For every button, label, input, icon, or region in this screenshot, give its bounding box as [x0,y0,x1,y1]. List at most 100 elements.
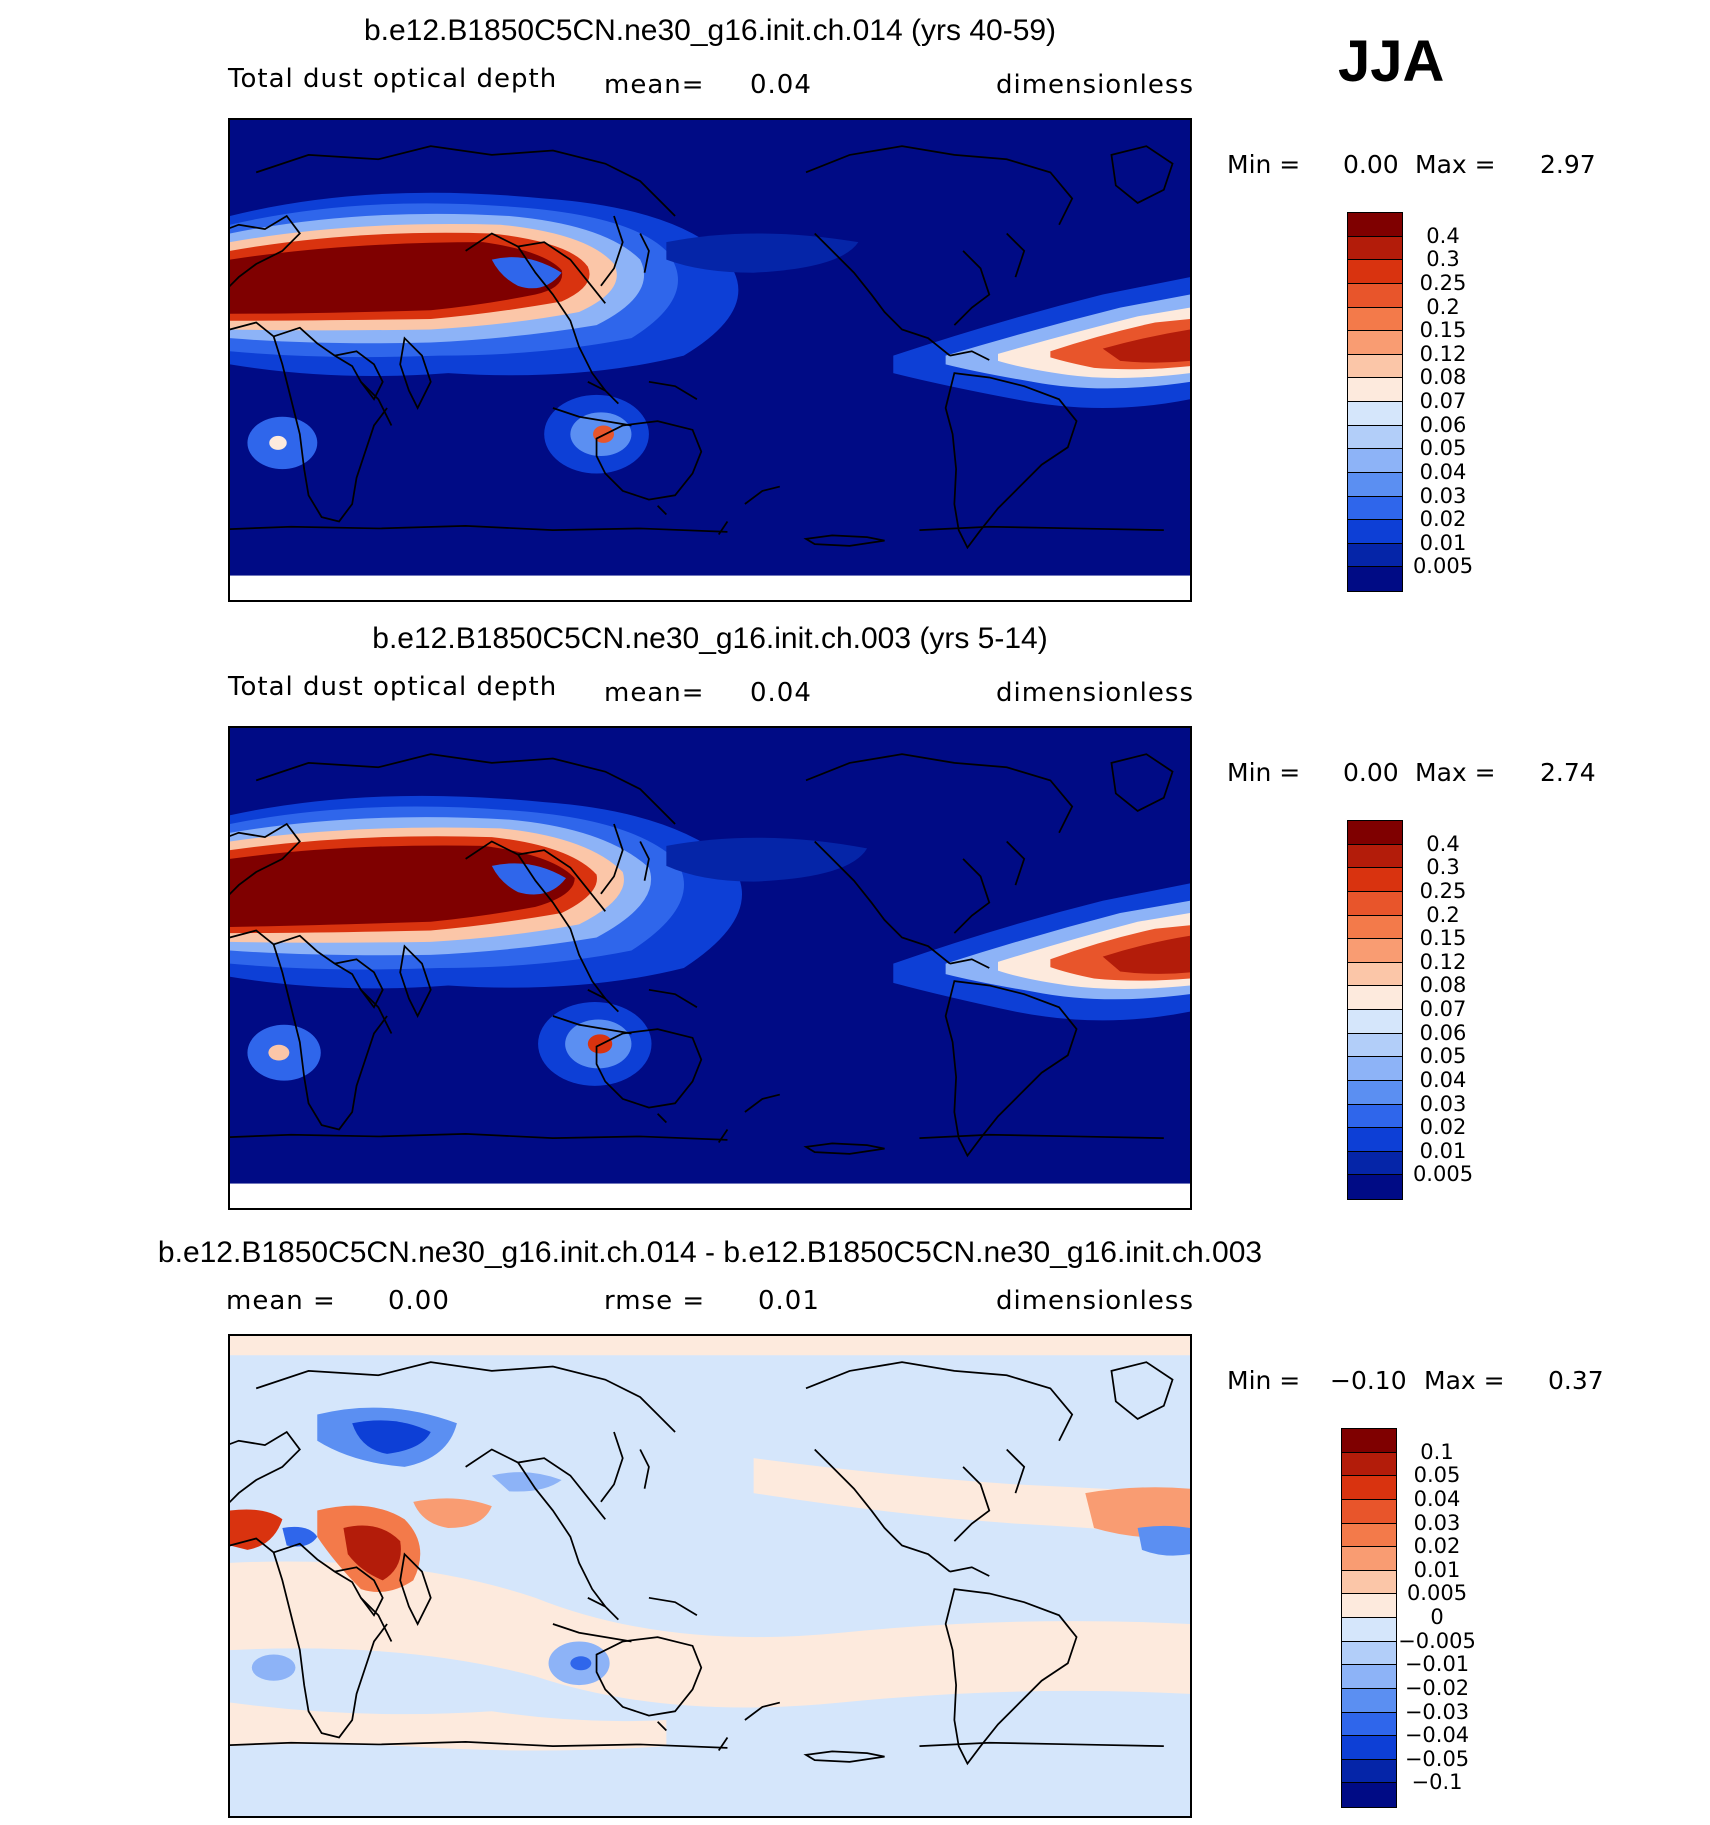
panel2-variable: Total dust optical depth [228,672,558,702]
colorbar-label: 0.07 [1419,389,1467,413]
colorbar-label: 0.1 [1420,1439,1454,1464]
colorbar-label: −0.005 [1398,1628,1476,1653]
colorbar-label: −0.02 [1404,1675,1470,1700]
panel3-min-value: −0.10 [1330,1366,1407,1395]
panel3-title: b.e12.B1850C5CN.ne30_g16.init.ch.014 - b… [157,1236,1263,1269]
colorbar-segment [1348,213,1402,237]
colorbar-segment [1348,1128,1402,1152]
panel1-stat-value: 0.04 [750,70,812,100]
colorbar-segment [1342,1523,1396,1548]
colorbar-segment [1348,915,1402,940]
colorbar-segment [1342,1783,1396,1807]
colorbar-segment [1348,1151,1402,1176]
panel3-min-label: Min = [1227,1366,1301,1395]
colorbar-segment [1348,378,1402,402]
colorbar-segment [1348,962,1402,987]
panel2-title: b.e12.B1850C5CN.ne30_g16.init.ch.003 (yr… [372,622,1048,655]
panel2-map [228,726,1192,1210]
colorbar-label: 0.06 [1419,1020,1467,1045]
colorbar-segment [1348,354,1402,379]
panel3-stat-label: mean = [226,1286,336,1316]
panel1-min-label: Min = [1227,150,1301,179]
colorbar-label: 0.2 [1426,902,1460,927]
panel3-max-label: Max = [1424,1366,1505,1395]
panel2-stat-label: mean= [604,678,705,708]
colorbar-label: 0.3 [1426,855,1460,880]
panel1-max-value: 2.97 [1540,150,1596,179]
colorbar-label: 0.03 [1413,1510,1461,1535]
panel1-max-label: Max = [1415,150,1496,179]
colorbar-segment [1348,543,1402,568]
colorbar-segment [1348,472,1402,497]
colorbar-label: −0.01 [1404,1652,1470,1677]
colorbar-segment [1348,283,1402,308]
colorbar-label: 0.04 [1419,459,1467,484]
colorbar-label: 0.02 [1419,507,1467,532]
colorbar-label: 0.05 [1413,1463,1461,1488]
colorbar-segment [1348,1104,1402,1129]
colorbar-segment [1348,260,1402,284]
colorbar-label: 0.3 [1426,247,1460,272]
colorbar-segment [1348,1080,1402,1105]
colorbar-label: 0.005 [1412,554,1474,579]
colorbar-label: 0.08 [1419,365,1467,390]
colorbar-label: 0.12 [1419,341,1467,366]
colorbar-segment [1348,986,1402,1010]
panel3-units: dimensionless [996,1286,1194,1316]
colorbar-segment [1348,821,1402,845]
colorbar-segment [1348,1175,1402,1199]
panel1-title: b.e12.B1850C5CN.ne30_g16.init.ch.014 (yr… [363,14,1057,47]
colorbar-segment [1342,1759,1396,1784]
panel2-max-label: Max = [1415,758,1496,787]
colorbar-segment [1342,1452,1396,1477]
colorbar-label: 0.02 [1419,1115,1467,1140]
colorbar-segment [1342,1570,1396,1595]
colorbar-label: 0.005 [1406,1581,1468,1606]
colorbar-label: 0.25 [1419,270,1467,295]
colorbar-segment [1348,939,1402,963]
season-label: JJA [1338,29,1445,94]
colorbar-label: 0.08 [1419,973,1467,998]
colorbar-segment [1348,844,1402,869]
colorbar-segment [1342,1618,1396,1642]
panel3-stat-value: 0.00 [388,1286,450,1316]
colorbar-label: 0.12 [1419,949,1467,974]
panel3-stat2-value: 0.01 [758,1286,820,1316]
colorbar-segment [1348,496,1402,521]
colorbar-segment [1342,1665,1396,1689]
panel2-colorbar [1347,820,1403,1200]
colorbar-segment [1342,1736,1396,1760]
colorbar-label: −0.05 [1404,1746,1470,1771]
panel1-colorbar [1347,212,1403,592]
panel1-min-value: 0.00 [1343,150,1399,179]
colorbar-label: 0.05 [1419,1044,1467,1069]
colorbar-label: 0.15 [1419,318,1467,343]
colorbar-label: 0.03 [1419,1091,1467,1116]
colorbar-segment [1342,1688,1396,1713]
panel2-min-value: 0.00 [1343,758,1399,787]
colorbar-label: 0.02 [1413,1534,1461,1559]
colorbar-segment [1348,567,1402,591]
colorbar-segment [1342,1429,1396,1453]
colorbar-label: 0.04 [1419,1067,1467,1092]
colorbar-segment [1342,1641,1396,1666]
colorbar-label: 0.01 [1413,1557,1461,1582]
colorbar-label: 0.25 [1419,878,1467,903]
colorbar-segment [1348,868,1402,892]
colorbar-segment [1348,891,1402,916]
colorbar-label: 0.2 [1426,294,1460,319]
panel1-map [228,118,1192,602]
panel1-units: dimensionless [996,70,1194,100]
colorbar-label: 0.04 [1413,1486,1461,1511]
colorbar-label: −0.04 [1404,1723,1470,1748]
colorbar-label: 0.03 [1419,483,1467,508]
colorbar-segment [1348,1033,1402,1058]
colorbar-segment [1342,1547,1396,1571]
panel1-stat-label: mean= [604,70,705,100]
panel3-max-value: 0.37 [1548,1366,1604,1395]
colorbar-label: 0.06 [1419,412,1467,437]
colorbar-segment [1348,1010,1402,1034]
colorbar-label: 0.4 [1426,223,1460,248]
colorbar-segment [1348,520,1402,544]
colorbar-segment [1348,449,1402,473]
